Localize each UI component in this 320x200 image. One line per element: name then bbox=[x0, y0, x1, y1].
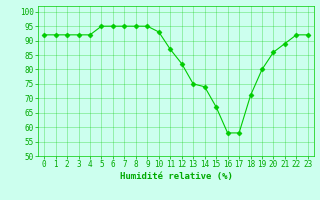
X-axis label: Humidité relative (%): Humidité relative (%) bbox=[120, 172, 232, 181]
